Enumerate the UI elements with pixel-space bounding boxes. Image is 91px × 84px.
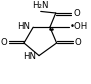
Text: HN: HN	[17, 22, 30, 31]
Text: O: O	[73, 8, 80, 17]
Text: O: O	[74, 38, 81, 47]
Text: •OH: •OH	[70, 22, 88, 31]
Text: H₂N: H₂N	[32, 1, 48, 10]
Text: O: O	[1, 38, 7, 47]
Text: HN: HN	[23, 52, 36, 61]
